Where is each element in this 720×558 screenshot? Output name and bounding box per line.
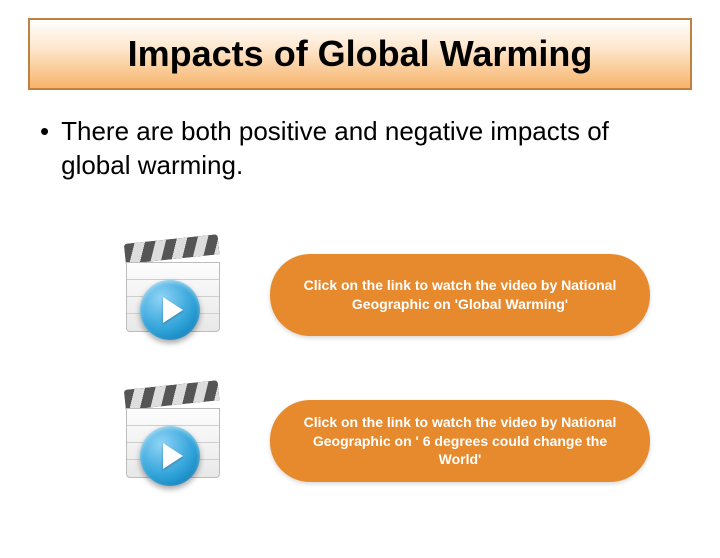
video-link-pill[interactable]: Click on the link to watch the video by … xyxy=(270,400,650,482)
video-link-label: Click on the link to watch the video by … xyxy=(298,413,622,470)
clapperboard-top xyxy=(124,234,220,264)
play-triangle xyxy=(163,297,183,323)
list-item: • There are both positive and negative i… xyxy=(40,114,680,182)
title-banner: Impacts of Global Warming xyxy=(28,18,692,90)
video-link-label: Click on the link to watch the video by … xyxy=(298,276,622,314)
play-icon xyxy=(140,280,200,340)
video-link-row: Click on the link to watch the video by … xyxy=(120,386,650,496)
video-link-pill[interactable]: Click on the link to watch the video by … xyxy=(270,254,650,336)
clapper-stripes xyxy=(124,380,220,410)
play-triangle xyxy=(163,443,183,469)
video-clip-icon[interactable] xyxy=(120,386,230,496)
video-clip-icon[interactable] xyxy=(120,240,230,350)
bullet-list: • There are both positive and negative i… xyxy=(40,114,680,182)
bullet-marker: • xyxy=(40,114,49,148)
video-link-row: Click on the link to watch the video by … xyxy=(120,240,650,350)
clapperboard-top xyxy=(124,380,220,410)
play-icon xyxy=(140,426,200,486)
bullet-text: There are both positive and negative imp… xyxy=(61,114,680,182)
page-title: Impacts of Global Warming xyxy=(128,33,593,75)
clapper-stripes xyxy=(124,234,220,264)
